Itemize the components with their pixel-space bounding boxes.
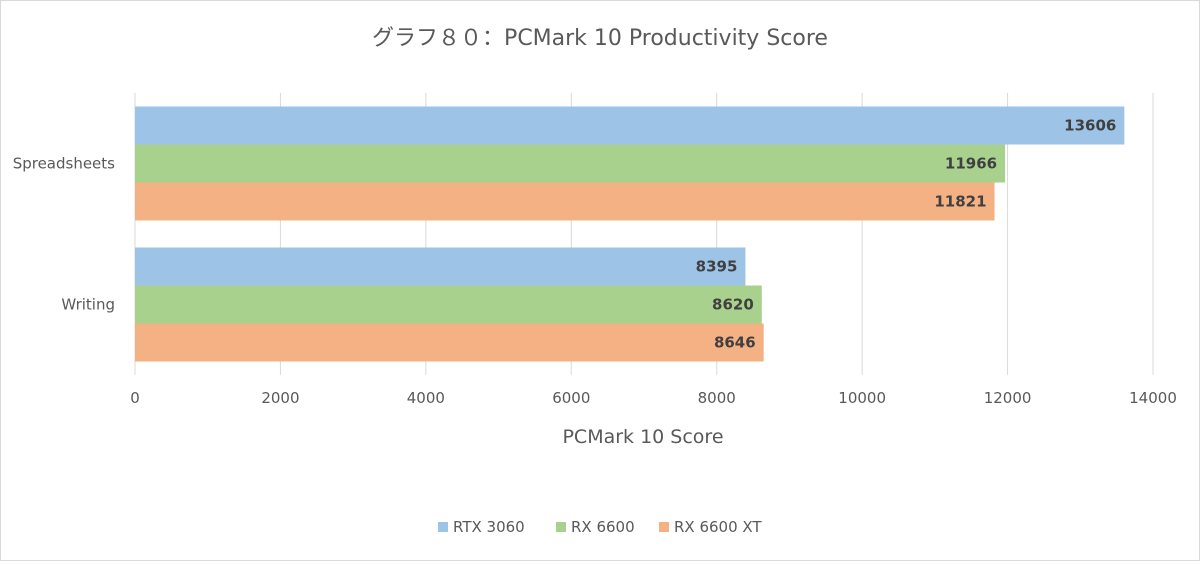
- data-label: 8395: [696, 258, 738, 276]
- data-label: 13606: [1064, 117, 1116, 135]
- legend-swatch: [438, 522, 448, 532]
- data-label: 11966: [945, 155, 997, 173]
- x-axis-title: PCMark 10 Score: [562, 426, 723, 448]
- category-label: Writing: [61, 296, 115, 314]
- chart-title: グラフ８０：PCMark 10 Productivity Score: [372, 26, 828, 51]
- bar: [135, 247, 746, 286]
- bar: [135, 285, 762, 324]
- legend: RTX 3060 RX 6600 RX 6600 XT: [438, 518, 762, 536]
- data-labels: 13606 11966 11821 8395 8620 8646: [696, 117, 1117, 352]
- legend-entry: RX 6600 XT: [674, 518, 762, 536]
- x-tick-label: 6000: [552, 389, 590, 407]
- legend-swatch: [556, 522, 566, 532]
- x-tick-label: 12000: [984, 389, 1032, 407]
- bars: [135, 106, 1125, 362]
- x-tick-label: 2000: [261, 389, 299, 407]
- bar: [135, 323, 764, 362]
- category-label: Spreadsheets: [13, 155, 115, 173]
- legend-entry: RX 6600: [571, 518, 635, 536]
- data-label: 8620: [712, 296, 754, 314]
- legend-entry: RTX 3060: [453, 518, 525, 536]
- category-labels: Spreadsheets Writing: [13, 155, 115, 314]
- x-tick-label: 0: [130, 389, 140, 407]
- x-tick-label: 4000: [407, 389, 445, 407]
- legend-swatch: [659, 522, 669, 532]
- bar: [135, 144, 1006, 183]
- x-tick-label: 14000: [1129, 389, 1177, 407]
- data-label: 11821: [934, 193, 986, 211]
- data-label: 8646: [714, 334, 756, 352]
- bar: [135, 106, 1125, 145]
- bar: [135, 182, 995, 221]
- x-tick-label: 10000: [838, 389, 886, 407]
- x-tick-labels: 0 2000 4000 6000 8000 10000 12000 14000: [130, 389, 1177, 407]
- x-tick-label: 8000: [698, 389, 736, 407]
